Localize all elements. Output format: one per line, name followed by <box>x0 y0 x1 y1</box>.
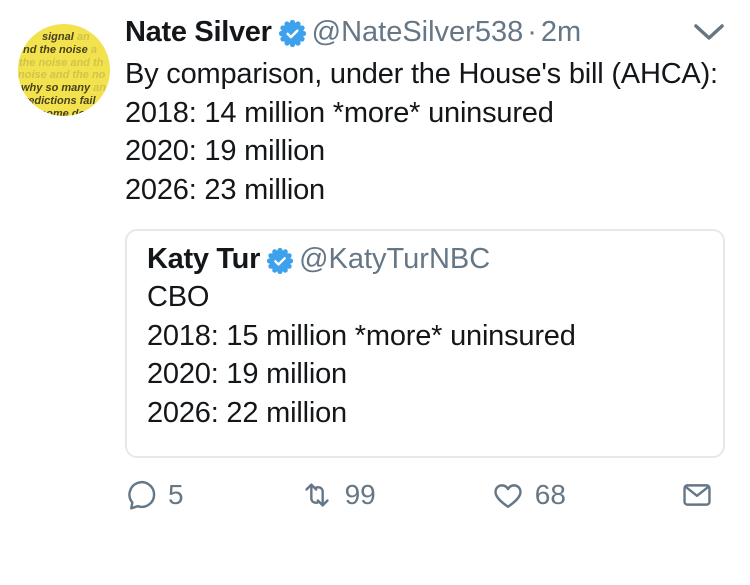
quoted-body-line: 2026: 22 million <box>147 396 347 429</box>
tweet-body-line: 2018: 14 million *more* uninsured <box>125 96 554 129</box>
tweet-header: Nate Silver @NateSilver538 · 2m <box>125 16 725 49</box>
avatar-text-line: noise and the no <box>18 69 106 82</box>
tweet-body-line: By comparison, under the House's bill (A… <box>125 58 718 90</box>
retweet-button[interactable]: 99 <box>298 478 376 512</box>
reply-count: 5 <box>168 479 184 510</box>
heart-outline-icon <box>494 484 522 508</box>
quoted-body-line: 2020: 19 million <box>147 358 347 390</box>
verified-badge-icon <box>278 20 306 47</box>
author-name[interactable]: Nate Silver <box>125 16 272 48</box>
quoted-author-handle: @KatyTurNBC <box>299 243 491 275</box>
chevron-down-icon <box>694 24 724 40</box>
avatar-text-line: nd the noise a <box>23 43 97 56</box>
direct-message-button[interactable] <box>680 478 723 512</box>
quoted-author-name: Katy Tur <box>147 243 261 275</box>
author-handle-and-time[interactable]: @NateSilver538 · 2m <box>312 16 582 49</box>
author-handle[interactable]: @NateSilver538 <box>311 16 524 48</box>
reply-button[interactable]: 5 <box>125 478 184 512</box>
avatar-text-line: the noise and th <box>19 56 104 69</box>
avatar[interactable]: signal an nd the noise a the noise and t… <box>18 24 110 116</box>
retweet-count: 99 <box>344 479 376 510</box>
tweet-content: Nate Silver @NateSilver538 · 2m By <box>125 14 725 512</box>
quoted-tweet[interactable]: Katy Tur @KatyTurNBC CBO 2018: 15 millio… <box>125 229 725 458</box>
tweet-body-line: 2020: 19 million <box>125 135 325 167</box>
envelope-icon <box>683 484 711 506</box>
avatar-text-line: why so many an <box>21 82 106 95</box>
quoted-tweet-header: Katy Tur @KatyTurNBC <box>147 243 703 276</box>
tweet-body: By comparison, under the House's bill (A… <box>125 55 725 209</box>
avatar-column: signal an nd the noise a the noise and t… <box>18 14 125 512</box>
more-menu-button[interactable] <box>683 20 725 45</box>
quoted-body-line: CBO <box>147 281 210 313</box>
meta-separator: · <box>527 16 537 48</box>
retweet-arrows-icon <box>304 483 329 507</box>
tweet-body-line: 2026: 23 million <box>125 173 325 206</box>
verified-badge-icon <box>267 247 294 274</box>
quoted-body-line: 2018: 15 million *more* uninsured <box>147 319 576 352</box>
tweet-action-bar: 5 99 68 <box>125 478 725 512</box>
avatar-book-cover: signal an nd the noise a the noise and t… <box>18 24 110 116</box>
quoted-tweet-body: CBO 2018: 15 million *more* uninsured 20… <box>147 278 703 432</box>
avatar-text-line: redictions fail <box>24 94 96 107</box>
avatar-text-line: signal an <box>42 31 90 43</box>
tweet-timestamp: 2m <box>540 16 582 48</box>
tweet: signal an nd the noise a the noise and t… <box>18 14 725 512</box>
like-button[interactable]: 68 <box>490 478 566 512</box>
avatar-text-line: some doc <box>40 107 92 116</box>
like-count: 68 <box>534 479 566 510</box>
reply-bubble-icon <box>128 481 156 510</box>
